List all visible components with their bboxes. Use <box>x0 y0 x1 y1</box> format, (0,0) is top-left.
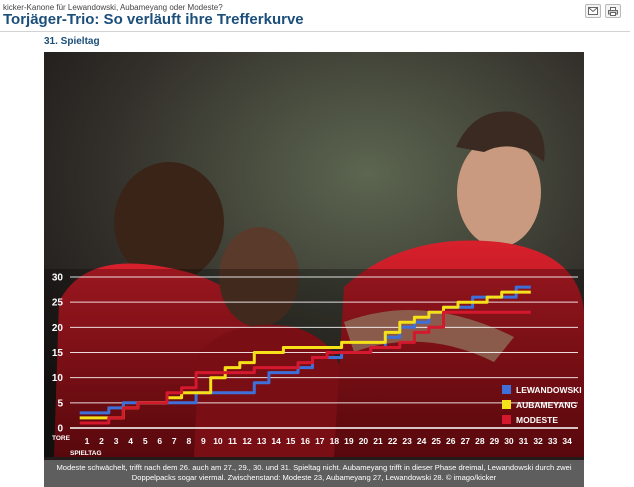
print-icon <box>608 6 618 16</box>
x-tick-label: 29 <box>490 436 500 446</box>
x-tick-label: 11 <box>228 436 237 446</box>
infographic-subtitle: 31. Spieltag <box>44 36 100 47</box>
x-tick-label: 22 <box>388 436 398 446</box>
x-tick-label: 15 <box>286 436 296 446</box>
x-tick-label: 1 <box>85 436 90 446</box>
x-tick-label: 12 <box>242 436 252 446</box>
x-tick-label: 24 <box>417 436 427 446</box>
y-tick-label: 30 <box>52 273 64 284</box>
y-tick-label: 5 <box>57 398 63 409</box>
x-tick-label: 6 <box>157 436 162 446</box>
page-title: Torjäger-Trio: So verläuft ihre Trefferk… <box>3 11 304 28</box>
y-tick-label: 20 <box>52 323 64 334</box>
x-tick-label: 19 <box>344 436 354 446</box>
x-tick-label: 27 <box>461 436 471 446</box>
x-tick-label: 28 <box>475 436 485 446</box>
x-tick-label: 31 <box>519 436 529 446</box>
x-tick-label: 21 <box>373 436 383 446</box>
y-tick-label: 15 <box>52 348 64 359</box>
legend-label: AUBAMEYANG <box>516 400 577 410</box>
x-tick-label: 34 <box>562 436 572 446</box>
x-tick-label: 4 <box>128 436 133 446</box>
x-tick-label: 13 <box>257 436 267 446</box>
x-tick-label: 16 <box>301 436 311 446</box>
legend-swatch <box>502 385 511 394</box>
legend-label: LEWANDOWSKI <box>516 385 582 395</box>
x-tick-label: 33 <box>548 436 558 446</box>
print-button[interactable] <box>605 4 621 18</box>
x-tick-label: 30 <box>504 436 514 446</box>
mail-button[interactable] <box>585 4 601 18</box>
x-tick-label: 32 <box>533 436 543 446</box>
x-tick-label: 20 <box>359 436 369 446</box>
x-tick-label: 7 <box>172 436 177 446</box>
chart-caption: Modeste schwächelt, trifft nach dem 26. … <box>44 460 584 487</box>
y-tick-label: 0 <box>57 424 63 435</box>
x-tick-label: 2 <box>99 436 104 446</box>
x-tick-label: 25 <box>431 436 441 446</box>
x-tick-label: 23 <box>402 436 412 446</box>
mail-icon <box>588 7 598 15</box>
x-axis-label: SPIELTAG <box>70 450 102 457</box>
x-tick-label: 5 <box>143 436 148 446</box>
y-tick-label: 25 <box>52 298 64 309</box>
y-tick-label: 10 <box>52 373 64 384</box>
x-tick-label: 9 <box>201 436 206 446</box>
kicker-line: kicker-Kanone für Lewandowski, Aubameyan… <box>3 3 223 12</box>
x-tick-label: 17 <box>315 436 325 446</box>
x-tick-label: 8 <box>186 436 191 446</box>
x-tick-label: 26 <box>446 436 456 446</box>
x-tick-label: 10 <box>213 436 223 446</box>
infographic: 0 5 10 15 20 25 30 TORE SPIELTAG 1 2 3 4 5 6 7 8 9 10 11 12 1… <box>44 52 584 487</box>
x-tick-label: 3 <box>114 436 119 446</box>
x-tick-label: 14 <box>271 436 281 446</box>
legend-label: MODESTE <box>516 415 558 425</box>
header-divider <box>0 31 630 32</box>
x-tick-label: 18 <box>330 436 340 446</box>
series-line-modeste <box>79 310 531 425</box>
legend-swatch <box>502 400 511 409</box>
legend-swatch <box>502 415 511 424</box>
y-axis-label: TORE <box>52 435 71 442</box>
